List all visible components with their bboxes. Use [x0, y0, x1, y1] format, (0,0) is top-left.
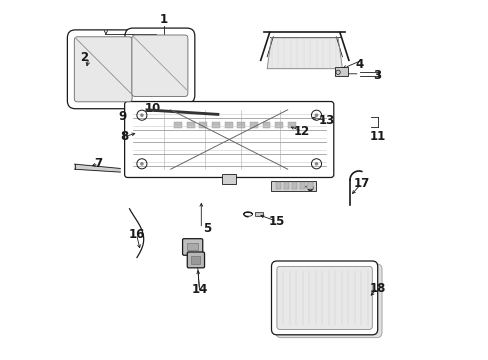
Polygon shape	[75, 164, 120, 172]
Bar	[186, 243, 197, 250]
Bar	[249, 122, 257, 128]
Bar	[224, 122, 232, 128]
Text: 7: 7	[95, 157, 102, 170]
Text: 14: 14	[191, 283, 207, 296]
Bar	[299, 182, 305, 189]
Text: 16: 16	[128, 228, 144, 240]
Bar	[186, 122, 194, 128]
Circle shape	[140, 162, 143, 166]
Text: 11: 11	[369, 130, 385, 143]
Bar	[334, 67, 347, 76]
Bar	[199, 122, 207, 128]
Bar	[237, 122, 244, 128]
Text: 17: 17	[353, 177, 369, 190]
FancyBboxPatch shape	[275, 264, 381, 338]
FancyBboxPatch shape	[132, 35, 187, 96]
FancyBboxPatch shape	[67, 30, 139, 109]
Text: 1: 1	[159, 13, 167, 26]
Text: 8: 8	[120, 130, 128, 143]
FancyBboxPatch shape	[182, 239, 203, 255]
Bar	[283, 182, 288, 189]
FancyBboxPatch shape	[276, 266, 371, 329]
FancyBboxPatch shape	[187, 252, 204, 268]
Bar	[262, 122, 270, 128]
Bar	[208, 108, 330, 112]
FancyBboxPatch shape	[271, 261, 377, 335]
Bar	[170, 122, 307, 129]
Bar	[307, 182, 312, 189]
Bar	[191, 256, 200, 264]
Text: 2: 2	[80, 51, 88, 64]
Bar	[287, 122, 295, 128]
Text: 10: 10	[144, 102, 161, 114]
Bar	[275, 122, 283, 128]
FancyBboxPatch shape	[124, 102, 333, 177]
Text: 4: 4	[355, 58, 363, 71]
Bar	[222, 174, 236, 184]
Bar	[212, 122, 220, 128]
Text: 3: 3	[373, 69, 381, 82]
Polygon shape	[266, 38, 342, 69]
Circle shape	[314, 113, 318, 117]
Text: 12: 12	[293, 125, 309, 138]
Text: 6: 6	[305, 181, 313, 194]
Bar	[271, 181, 316, 191]
Bar	[254, 212, 262, 216]
Circle shape	[140, 113, 143, 117]
Text: 9: 9	[118, 111, 126, 123]
FancyBboxPatch shape	[125, 28, 194, 103]
Text: 18: 18	[369, 282, 385, 294]
Text: 5: 5	[202, 222, 210, 235]
Bar	[275, 182, 281, 189]
Circle shape	[314, 162, 318, 166]
Bar	[291, 182, 296, 189]
Bar	[170, 115, 325, 119]
Bar	[208, 101, 330, 104]
Text: 13: 13	[319, 114, 335, 127]
FancyBboxPatch shape	[74, 37, 132, 102]
Bar	[174, 122, 182, 128]
Text: 15: 15	[268, 215, 285, 228]
FancyArrow shape	[145, 108, 219, 116]
